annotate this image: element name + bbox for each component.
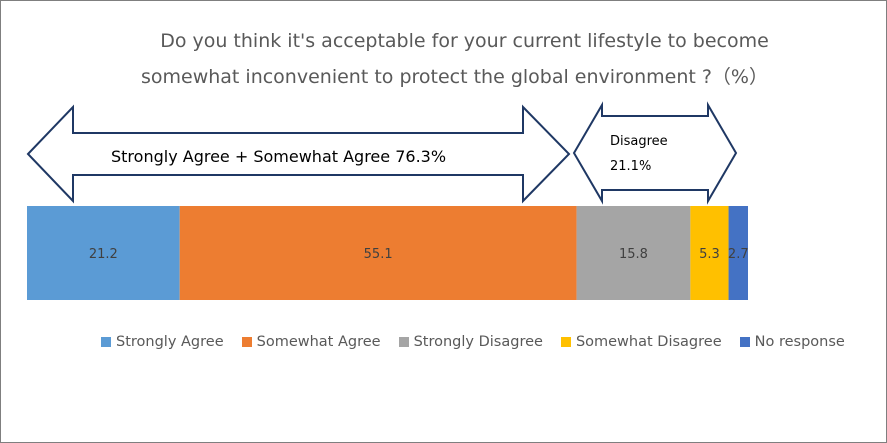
- bar-segment-4: [728, 206, 748, 300]
- legend-swatch: [739, 337, 750, 347]
- legend-label: Somewhat Disagree: [575, 334, 722, 350]
- legend-item: Strongly Agree: [101, 334, 224, 350]
- legend-swatch: [560, 337, 571, 347]
- disagree-annotation-label: Disagree: [610, 134, 668, 149]
- legend-swatch: [398, 337, 409, 347]
- legend-label: Strongly Disagree: [413, 334, 543, 350]
- legend-swatch: [241, 337, 252, 347]
- legend-label: No response: [754, 334, 845, 350]
- data-label-0: 21.2: [89, 247, 118, 262]
- bar-segment-3: [690, 206, 729, 300]
- data-label-2: 15.8: [619, 247, 648, 262]
- legend-item: Strongly Disagree: [398, 334, 543, 350]
- legend-label: Strongly Agree: [116, 334, 224, 350]
- legend-label: Somewhat Agree: [256, 334, 381, 350]
- bar-segment-0: [27, 206, 180, 300]
- chart-title-line2: somewhat inconvenient to protect the glo…: [140, 66, 768, 88]
- legend-item: Somewhat Agree: [241, 334, 381, 350]
- chart-title-line1: Do you think it's acceptable for your cu…: [160, 30, 769, 52]
- legend-swatch: [101, 337, 111, 347]
- data-label-1: 55.1: [364, 247, 393, 262]
- bar-segment-1: [179, 206, 577, 300]
- legend: Strongly Agree Somewhat Agree Strongly Dis…: [101, 334, 863, 350]
- agree-arrow: [26, 104, 571, 204]
- disagree-arrow: [572, 101, 738, 205]
- data-label-3: 5.3: [699, 247, 720, 262]
- data-label-4: 2.7: [728, 247, 749, 262]
- bar-segment-2: [576, 206, 691, 300]
- legend-item: Somewhat Disagree: [560, 334, 722, 350]
- agree-annotation: Strongly Agree + Somewhat Agree 76.3%: [111, 147, 447, 166]
- disagree-annotation-value: 21.1%: [610, 159, 652, 174]
- legend-item: No response: [739, 334, 845, 350]
